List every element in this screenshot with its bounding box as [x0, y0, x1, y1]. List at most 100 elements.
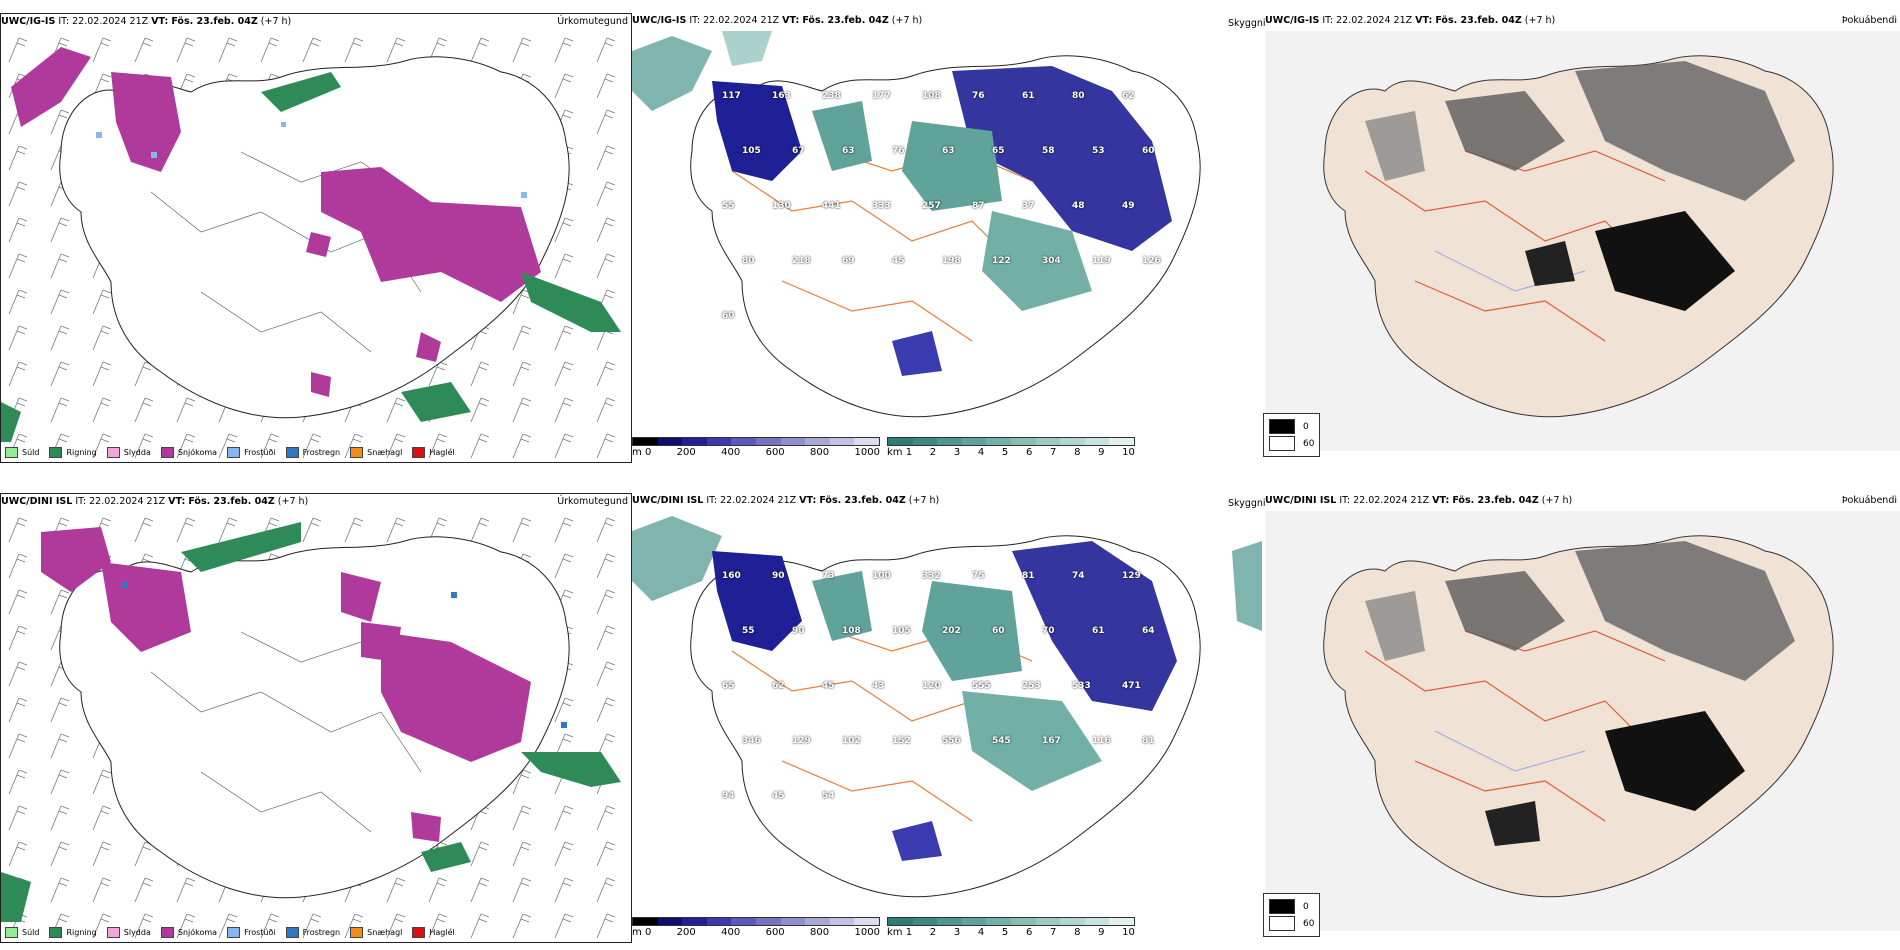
rain-areas [1, 522, 621, 922]
legend-item-snaehagl: Snæhagl [350, 927, 402, 938]
init-time-label: IT: [1322, 15, 1334, 26]
legend-item-sud: Súld [5, 927, 39, 938]
fog-areas [1365, 541, 1795, 846]
lead-time: (+7 h) [908, 495, 940, 506]
colorbar-ticks: m 0 200 400 600 800 1000 [632, 447, 880, 458]
fog-legend-item: 60 [1269, 436, 1314, 451]
lead-time: (+7 h) [1524, 15, 1556, 26]
freezing-spots [121, 582, 567, 728]
valid-time-label: VT: [151, 16, 169, 27]
valid-time: Fös. 23.feb. 04Z [171, 16, 258, 27]
fog-areas [1365, 61, 1795, 311]
valid-time: Fös. 23.feb. 04Z [802, 15, 889, 26]
precip-legend: Súld Rigning Slydda Snjókoma Frostúði Fr… [5, 447, 455, 458]
fog-legend-item: 0 [1269, 899, 1314, 914]
init-time-label: IT: [689, 15, 701, 26]
legend-item-frostregn: Frostregn [285, 927, 340, 938]
fog-legend-item: 60 [1269, 916, 1314, 931]
visibility-title-top: Skyggni [1228, 18, 1266, 29]
init-time-label: IT: [58, 16, 70, 27]
legend-item-snjokoma: Snjókoma [160, 447, 217, 458]
init-time: 22.02.2024 21Z [1353, 495, 1430, 506]
valid-time-label: VT: [1432, 495, 1450, 506]
legend-item-slydda: Slydda [106, 447, 151, 458]
colorbar-ramp [887, 437, 1135, 446]
init-time: 22.02.2024 21Z [89, 496, 166, 507]
cloud-base-colorbar: m 0 200 400 600 800 1000 [632, 437, 880, 458]
legend-item-frostudi: Frostúði [227, 927, 276, 938]
valid-time: Fös. 23.feb. 04Z [819, 495, 906, 506]
init-time-label: IT: [706, 495, 718, 506]
visibility-title-bottom: Skyggni [1228, 498, 1266, 509]
panel-header: UWC/IG-IS IT: 22.02.2024 21Z VT: Fös. 23… [1265, 13, 1900, 29]
fog-legend-bottom: 0 60 [1263, 893, 1321, 937]
precip-type-panel-top: UWC/IG-IS IT: 22.02.2024 21Z VT: Fös. 23… [0, 13, 632, 463]
colorbar-ramp [887, 917, 1135, 926]
panel-header: UWC/IG-IS IT: 22.02.2024 21Z VT: Fös. 23… [632, 13, 1262, 29]
legend-item-snjokoma: Snjókoma [160, 927, 217, 938]
lead-time: (+7 h) [277, 496, 309, 507]
valid-time: Fös. 23.feb. 04Z [188, 496, 275, 507]
cloud-base-colorbar: m 0 200 400 600 800 1000 [632, 917, 880, 938]
fog-map [1265, 511, 1900, 931]
valid-time-label: VT: [1415, 15, 1433, 26]
legend-item-frostregn: Frostregn [285, 447, 340, 458]
lead-time: (+7 h) [260, 16, 292, 27]
legend-item-rigning: Rigning [49, 447, 97, 458]
low-cloud-areas [712, 541, 1177, 861]
colorbar-ramp [632, 917, 880, 926]
snow-areas [11, 47, 541, 397]
init-time: 22.02.2024 21Z [1336, 15, 1413, 26]
panel-header: UWC/DINI ISL IT: 22.02.2024 21Z VT: Fös.… [1, 494, 631, 510]
model-name: UWC/IG-IS [1, 16, 56, 27]
legend-item-slydda: Slydda [106, 927, 151, 938]
lead-time: (+7 h) [1541, 495, 1573, 506]
valid-time-label: VT: [799, 495, 817, 506]
panel-header: UWC/IG-IS IT: 22.02.2024 21Z VT: Fös. 23… [1, 14, 631, 30]
rain-areas [1, 72, 621, 442]
valid-time-label: VT: [782, 15, 800, 26]
low-cloud-areas [712, 66, 1172, 376]
colorbar-ticks: km 1 2 3 4 5 6 7 8 9 10 [887, 927, 1135, 938]
model-name: UWC/DINI ISL [1265, 495, 1337, 506]
valid-time: Fös. 23.feb. 04Z [1452, 495, 1539, 506]
fog-panel-top: UWC/IG-IS IT: 22.02.2024 21Z VT: Fös. 23… [1265, 13, 1900, 463]
fog-legend-item: 0 [1269, 419, 1314, 434]
valid-time: Fös. 23.feb. 04Z [1435, 15, 1522, 26]
model-name: UWC/IG-IS [632, 15, 687, 26]
cloud-base-panel-bottom: UWC/DINI ISL IT: 22.02.2024 21Z VT: Fös.… [632, 493, 1262, 943]
init-time: 22.02.2024 21Z [703, 15, 780, 26]
panel-title: Úrkomutegund [557, 496, 628, 507]
snow-areas [41, 527, 531, 842]
cloud-base-map [632, 516, 1262, 898]
init-time: 22.02.2024 21Z [72, 16, 149, 27]
fog-panel-bottom: UWC/DINI ISL IT: 22.02.2024 21Z VT: Fös.… [1265, 493, 1900, 943]
panel-title: Úrkomutegund [557, 16, 628, 27]
precip-type-map [1, 32, 631, 462]
cloud-base-map [632, 31, 1201, 418]
panel-title: Þokuábendi [1841, 15, 1897, 26]
init-time: 22.02.2024 21Z [720, 495, 797, 506]
precip-type-panel-bottom: UWC/DINI ISL IT: 22.02.2024 21Z VT: Fös.… [0, 493, 632, 943]
cloud-base-panel-top: UWC/IG-IS IT: 22.02.2024 21Z VT: Fös. 23… [632, 13, 1262, 463]
precip-type-map [1, 512, 631, 942]
model-name: UWC/IG-IS [1265, 15, 1320, 26]
precip-legend: Súld Rigning Slydda Snjókoma Frostúði Fr… [5, 927, 455, 938]
legend-item-rigning: Rigning [49, 927, 97, 938]
init-time-label: IT: [75, 496, 87, 507]
model-name: UWC/DINI ISL [1, 496, 73, 507]
model-name: UWC/DINI ISL [632, 495, 704, 506]
colorbar-ticks: m 0 200 400 600 800 1000 [632, 927, 880, 938]
legend-item-sud: Súld [5, 447, 39, 458]
legend-item-frostudi: Frostúði [227, 447, 276, 458]
lead-time: (+7 h) [891, 15, 923, 26]
visibility-colorbar: km 1 2 3 4 5 6 7 8 9 10 [887, 917, 1135, 938]
valid-time-label: VT: [168, 496, 186, 507]
fog-legend-top: 0 60 [1263, 413, 1321, 457]
colorbar-ramp [632, 437, 880, 446]
legend-item-hagl: Haglél [412, 447, 455, 458]
visibility-colorbar: km 1 2 3 4 5 6 7 8 9 10 [887, 437, 1135, 458]
init-time-label: IT: [1339, 495, 1351, 506]
panel-title: Þokuábendi [1841, 495, 1897, 506]
freezing-spots [96, 122, 527, 198]
